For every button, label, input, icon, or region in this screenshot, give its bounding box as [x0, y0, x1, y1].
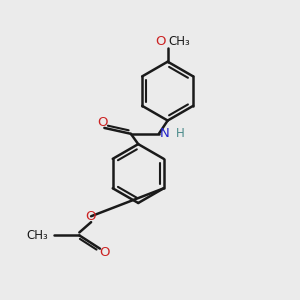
Text: CH₃: CH₃ — [168, 35, 190, 48]
Text: O: O — [97, 116, 107, 129]
Text: N: N — [160, 127, 170, 140]
Text: O: O — [85, 210, 96, 223]
Text: O: O — [156, 35, 166, 48]
Text: H: H — [176, 127, 185, 140]
Text: CH₃: CH₃ — [26, 229, 48, 242]
Text: O: O — [99, 246, 110, 259]
